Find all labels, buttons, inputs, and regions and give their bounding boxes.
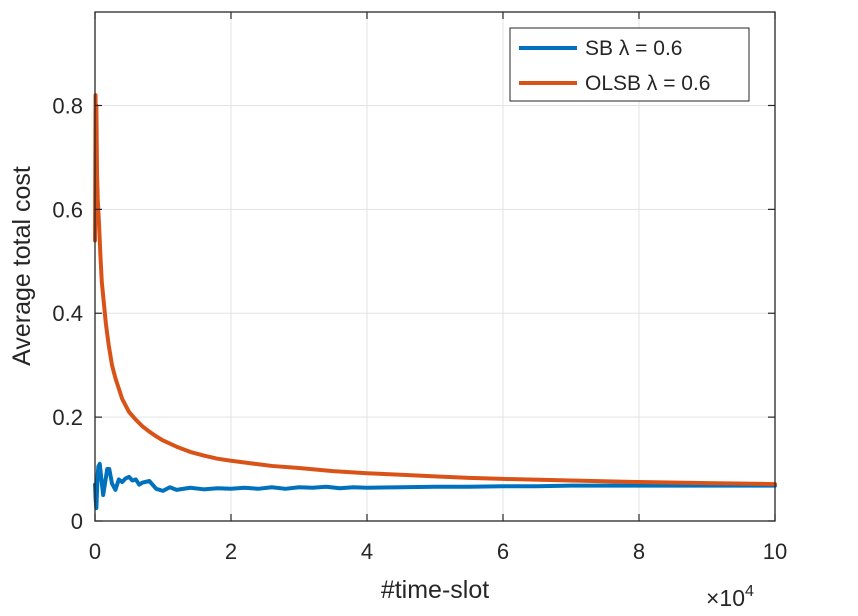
y-tick-label: 0.8 (52, 93, 83, 118)
series-line-olsb (93, 93, 777, 487)
x-exponent-power: 4 (745, 583, 754, 600)
y-tick-label: 0 (71, 509, 83, 534)
series-group (93, 93, 777, 511)
tick-labels: 0 2 4 6 8 10 0 0.2 0.4 0.6 0.8 (52, 93, 787, 564)
legend-label-sb: SB λ = 0.6 (585, 37, 682, 60)
legend: SB λ = 0.6 OLSB λ = 0.6 (509, 27, 750, 102)
y-axis-label: Average total cost (8, 166, 36, 366)
x-exponent-base: ×10 (706, 585, 745, 611)
legend-box (509, 27, 750, 102)
grid-lines (94, 12, 776, 522)
x-tick-label: 2 (225, 539, 237, 564)
y-tick-label: 0.4 (52, 301, 83, 326)
tick-marks (94, 12, 776, 522)
legend-label-olsb: OLSB λ = 0.6 (585, 72, 711, 95)
x-tick-label: 10 (763, 539, 787, 564)
series-line-sb (93, 461, 777, 511)
y-tick-label: 0.6 (52, 197, 83, 222)
x-axis-label: #time-slot (381, 576, 489, 604)
x-exponent-label: ×104 (706, 583, 754, 611)
y-tick-label: 0.2 (52, 405, 83, 430)
svg-text:×104: ×104 (706, 583, 754, 611)
x-tick-label: 4 (361, 539, 373, 564)
x-tick-label: 6 (497, 539, 509, 564)
x-tick-label: 8 (633, 539, 645, 564)
x-tick-label: 0 (89, 539, 101, 564)
axes-box (94, 11, 776, 522)
